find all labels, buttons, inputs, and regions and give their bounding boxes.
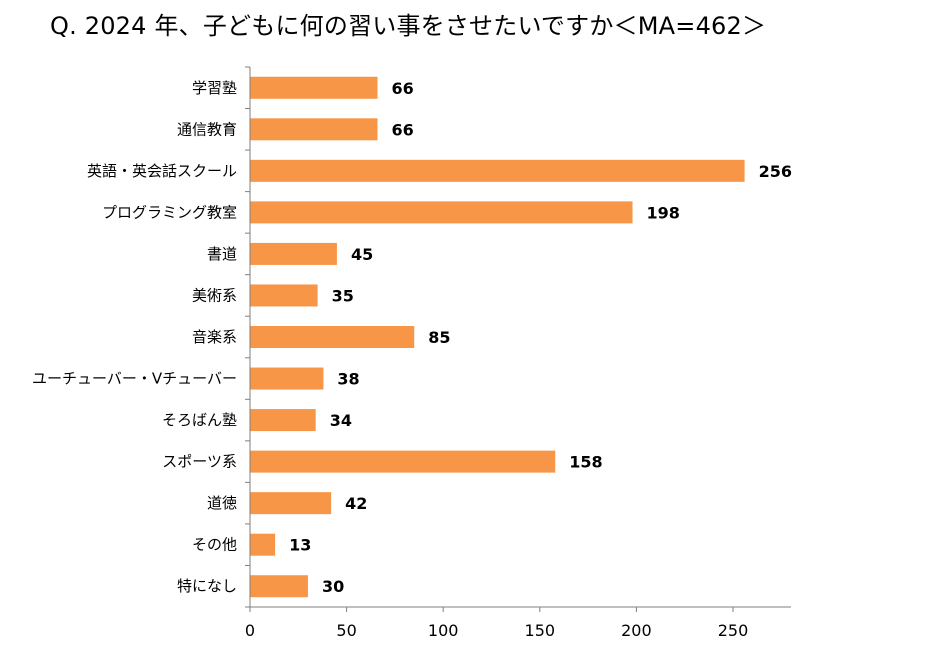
bar xyxy=(250,409,316,432)
category-label: 通信教育 xyxy=(177,120,237,138)
bar xyxy=(250,450,556,473)
category-label: スポーツ系 xyxy=(162,453,237,471)
category-label: 英語・英会話スクール xyxy=(87,162,237,180)
data-label: 66 xyxy=(392,120,414,139)
bar xyxy=(250,326,415,348)
category-label: ユーチューバー・Vチューバー xyxy=(32,370,237,388)
bar xyxy=(250,159,745,182)
category-label: そろばん塾 xyxy=(162,411,237,429)
x-tick-label: 150 xyxy=(525,621,556,640)
x-tick-label: 0 xyxy=(245,621,255,640)
data-label: 35 xyxy=(332,286,354,305)
data-label: 34 xyxy=(330,411,352,430)
x-tick-label: 50 xyxy=(336,621,356,640)
category-label: プログラミング教室 xyxy=(102,203,237,221)
category-label: 書道 xyxy=(207,245,237,263)
category-label: 学習塾 xyxy=(192,79,237,97)
bar xyxy=(250,76,378,99)
category-label: 特になし xyxy=(177,577,237,595)
data-label: 45 xyxy=(351,245,373,264)
bar xyxy=(250,533,276,556)
data-label: 66 xyxy=(392,79,414,98)
data-label: 85 xyxy=(428,328,450,347)
category-label: 音楽系 xyxy=(192,328,237,346)
data-label: 198 xyxy=(647,203,680,222)
chart-title: Q. 2024 年、子どもに何の習い事をさせたいですか＜MA=462＞ xyxy=(50,12,767,40)
category-label: 美術系 xyxy=(192,286,237,304)
x-tick-label: 100 xyxy=(428,621,459,640)
data-label: 13 xyxy=(289,536,311,555)
data-label: 30 xyxy=(322,577,344,596)
data-label: 42 xyxy=(345,494,367,513)
data-label: 256 xyxy=(759,162,792,181)
x-tick-label: 250 xyxy=(718,621,749,640)
bar xyxy=(250,118,378,141)
category-label: その他 xyxy=(192,536,237,554)
data-label: 38 xyxy=(337,370,359,389)
bar xyxy=(250,284,318,307)
x-tick-label: 200 xyxy=(621,621,652,640)
bar xyxy=(250,242,337,265)
category-label: 道徳 xyxy=(207,494,237,512)
bar xyxy=(250,367,324,390)
bar xyxy=(250,201,633,224)
bar xyxy=(250,492,332,515)
data-label: 158 xyxy=(569,453,602,472)
bar xyxy=(250,575,308,598)
